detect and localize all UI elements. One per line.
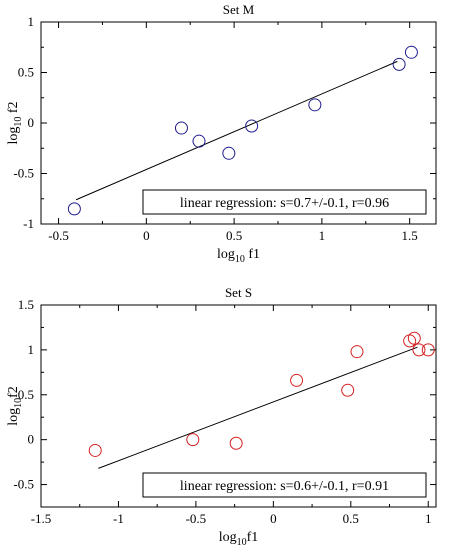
x-axis-label-rest: f1	[245, 247, 260, 262]
x-tick-label: 1.5	[402, 228, 418, 243]
y-tick-label: -0.5	[13, 477, 34, 492]
data-point	[421, 343, 435, 357]
data-point	[174, 121, 188, 135]
data-point	[245, 119, 259, 133]
x-tick-label: -1.5	[31, 511, 52, 526]
data-point	[404, 45, 418, 59]
x-axis-label-base: log	[219, 530, 237, 545]
y-axis-label-rest: f2	[6, 386, 21, 398]
x-axis-label: log10 f1	[217, 247, 260, 265]
y-axis-label-base: log	[6, 127, 21, 145]
data-point	[350, 345, 364, 359]
x-tick-label: -0.5	[186, 511, 207, 526]
y-tick-label: 0	[28, 115, 35, 130]
x-tick-label: -0.5	[48, 228, 69, 243]
regression-annotation: linear regression: s=0.6+/-0.1, r=0.91	[180, 479, 389, 494]
data-point	[67, 202, 81, 216]
regression-line	[98, 346, 418, 469]
data-point	[412, 343, 426, 357]
y-axis-label-rest: f2	[6, 101, 21, 116]
y-tick-label: 1.5	[18, 297, 34, 312]
y-axis-label-sub: 10	[13, 398, 24, 408]
plot-frame	[40, 304, 437, 508]
x-axis-label-sub: 10	[235, 254, 245, 265]
y-axis-label: log10f2	[6, 386, 24, 426]
data-point	[407, 331, 421, 345]
data-point	[308, 98, 322, 112]
data-point	[88, 443, 102, 457]
x-axis-label-rest: f1	[247, 530, 259, 545]
x-tick-label: 0.5	[343, 511, 359, 526]
y-axis-label: log10 f2	[6, 101, 24, 144]
x-tick-label: 1	[425, 511, 432, 526]
regression-annotation: linear regression: s=0.7+/-0.1, r=0.96	[180, 196, 389, 211]
y-tick-label: 1	[28, 342, 35, 357]
annotation-box	[142, 189, 427, 215]
data-point	[186, 433, 200, 447]
chart-panel-2: Set S-1.5 -1 -0.5 0 0.5 1-0.500.511.5log10f1l…	[6, 285, 437, 548]
data-point	[229, 436, 243, 450]
y-tick-label: 0	[28, 432, 35, 447]
data-point	[341, 383, 355, 397]
x-axis-label-base: log	[217, 247, 235, 262]
x-tick-label: 0	[270, 511, 277, 526]
y-tick-label: 0.5	[18, 65, 34, 80]
x-tick-label: 0.5	[226, 228, 242, 243]
data-point	[392, 57, 406, 71]
annotation-box	[142, 472, 427, 498]
data-point	[290, 373, 304, 387]
chart-title: Set M	[223, 2, 255, 17]
x-tick-label: 0	[143, 228, 150, 243]
y-axis-label-base: log	[6, 408, 21, 426]
y-tick-label: -0.5	[13, 166, 34, 181]
y-tick-label: 0.5	[18, 387, 34, 402]
data-point	[222, 146, 236, 160]
data-point	[403, 334, 417, 348]
chart-title: Set S	[225, 285, 252, 300]
y-tick-label: -1	[23, 216, 34, 231]
x-axis-label-sub: 10	[237, 537, 247, 545]
x-tick-label: -1	[113, 511, 124, 526]
y-axis-label-sub: 10	[13, 117, 24, 127]
y-tick-label: 1	[28, 14, 35, 29]
x-tick-label: 1	[319, 228, 326, 243]
x-axis-label: log10f1	[219, 530, 259, 545]
data-point	[192, 134, 206, 148]
regression-line	[75, 60, 398, 201]
